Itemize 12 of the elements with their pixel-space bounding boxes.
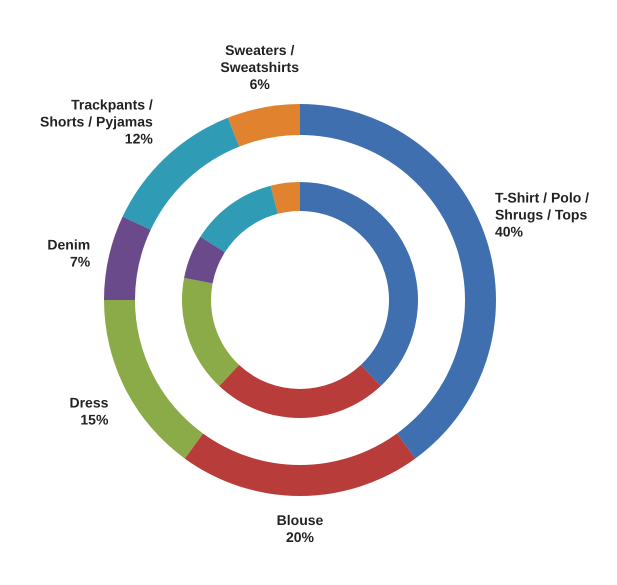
data-label: 12%: [124, 130, 154, 146]
data-label: 20%: [286, 529, 315, 545]
slice-label: T-Shirt / Polo / Shrugs / Tops: [494, 190, 590, 223]
slice-label: Trackpants / Shorts / Pyjamas: [40, 96, 154, 130]
slice-label: Dress: [70, 394, 109, 411]
slice-label: Denim: [47, 236, 90, 253]
slice-label: Sweaters / Sweatshirts: [220, 42, 300, 75]
data-label: 15%: [80, 412, 109, 428]
data-label: 7%: [70, 254, 91, 270]
data-label: 6%: [250, 76, 270, 92]
slice-label: Blouse: [276, 512, 324, 528]
data-label: 40%: [494, 224, 524, 240]
